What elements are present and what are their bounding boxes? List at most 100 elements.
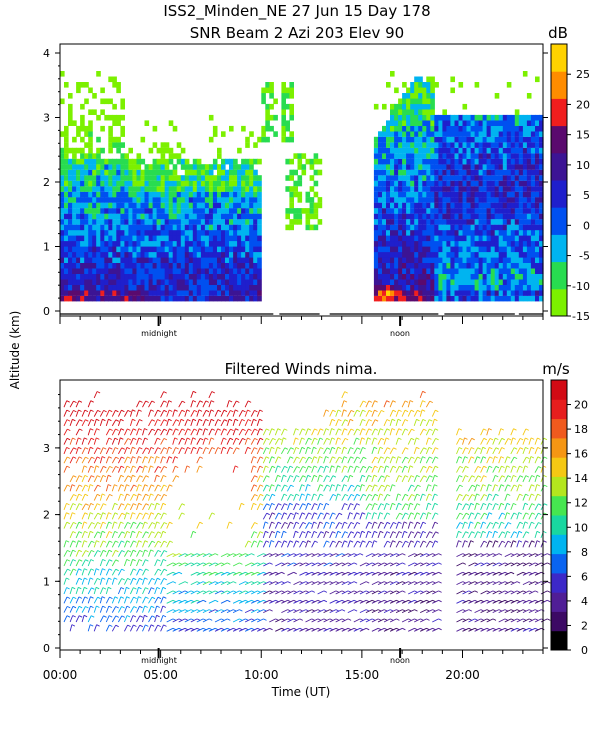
- wind-barb: [311, 437, 315, 445]
- snr-cell: [454, 125, 460, 132]
- snr-cell: [386, 191, 391, 198]
- wind-barb-flag: [139, 419, 143, 422]
- snr-cell: [281, 103, 286, 110]
- wind-barb-flag: [325, 521, 330, 525]
- snr-cell: [204, 246, 210, 253]
- snr-cell: [430, 109, 435, 115]
- snr-cell: [382, 290, 387, 296]
- wind-barb-flag: [186, 409, 191, 412]
- snr-cell: [498, 153, 504, 159]
- snr-cell: [204, 186, 210, 192]
- wind-barb: [244, 590, 252, 595]
- wind-barb-flag: [73, 400, 77, 404]
- wind-barb-flag: [151, 577, 155, 581]
- wind-barb-flag: [192, 530, 197, 534]
- snr-cell: [241, 246, 246, 253]
- snr-cell: [92, 175, 97, 181]
- snr-cell: [502, 142, 508, 148]
- snr-cell: [100, 202, 105, 209]
- snr-cell: [84, 257, 89, 263]
- snr-cell: [92, 257, 97, 263]
- wind-barb-flag: [236, 447, 240, 450]
- wind-barb: [136, 400, 140, 408]
- snr-cell: [204, 290, 210, 296]
- snr-cell: [192, 262, 198, 269]
- snr-cell: [406, 120, 411, 126]
- snr-cell: [386, 131, 391, 137]
- snr-cell: [120, 262, 125, 269]
- snr-cell: [281, 82, 286, 88]
- snr-cell: [418, 295, 423, 302]
- snr-cell: [382, 202, 387, 209]
- snr-cell: [257, 186, 262, 192]
- snr-cell: [466, 290, 472, 296]
- snr-cell: [430, 76, 435, 83]
- snr-cell: [253, 142, 258, 148]
- wind-barb-flag: [139, 577, 143, 581]
- wind-barb: [142, 624, 146, 632]
- wind-barb: [81, 606, 86, 613]
- wind-barb: [262, 438, 267, 445]
- wind-barb: [341, 484, 345, 492]
- wind-barb: [184, 419, 188, 427]
- snr-cell: [168, 257, 174, 263]
- snr-cell: [249, 186, 254, 192]
- snr-cell: [221, 252, 226, 258]
- wind-barb: [93, 456, 98, 464]
- snr-cell: [446, 125, 451, 132]
- wind-barb-flag: [343, 400, 348, 403]
- wind-barb-flag: [266, 493, 270, 497]
- snr-cell: [229, 169, 234, 176]
- snr-cell: [522, 284, 528, 291]
- snr-cell: [482, 158, 488, 165]
- snr-cell: [108, 224, 113, 231]
- snr-cell: [152, 175, 158, 181]
- wind-barb-flag: [163, 493, 168, 497]
- snr-cell: [482, 246, 488, 253]
- snr-cell: [414, 230, 419, 236]
- snr-cell: [434, 114, 439, 121]
- snr-cell: [96, 208, 101, 214]
- snr-cell: [522, 169, 528, 176]
- snr-cell: [398, 109, 403, 115]
- snr-cell: [221, 175, 226, 181]
- wind-barb: [329, 456, 333, 464]
- snr-cell: [68, 246, 73, 253]
- wind-barb: [274, 438, 280, 445]
- wind-barb-flag: [341, 590, 346, 593]
- snr-cell: [208, 290, 214, 296]
- snr-cell: [486, 219, 492, 225]
- snr-cell: [373, 273, 379, 280]
- snr-cell: [502, 169, 508, 176]
- wind-barb-flag: [91, 456, 95, 460]
- wind-barb: [238, 503, 242, 511]
- snr-cell: [196, 295, 202, 302]
- snr-cell: [426, 164, 431, 170]
- snr-cell: [148, 284, 154, 291]
- wind-barb: [105, 550, 110, 557]
- snr-cell: [454, 164, 460, 170]
- snr-cell: [233, 213, 238, 220]
- snr-cell: [104, 262, 109, 269]
- snr-cell: [406, 202, 411, 209]
- snr-cell: [482, 279, 488, 285]
- wind-barb-flag: [150, 456, 155, 459]
- snr-cell: [84, 158, 89, 165]
- snr-cell: [229, 175, 234, 181]
- snr-cell: [120, 175, 125, 181]
- snr-cell: [225, 219, 230, 225]
- snr-cell: [418, 230, 423, 236]
- snr-cell: [64, 208, 69, 214]
- wind-barb-flag: [78, 437, 82, 440]
- snr-cell: [124, 175, 129, 181]
- snr-cell: [466, 197, 472, 203]
- snr-cell: [522, 180, 528, 187]
- snr-cell: [418, 191, 423, 198]
- wind-barb-flag: [337, 446, 342, 450]
- snr-cell: [184, 180, 190, 187]
- snr-cell: [196, 175, 202, 181]
- snr-cell: [386, 290, 391, 296]
- snr-cell: [442, 164, 447, 170]
- snr-cell: [390, 164, 395, 170]
- snr-cell: [398, 175, 403, 181]
